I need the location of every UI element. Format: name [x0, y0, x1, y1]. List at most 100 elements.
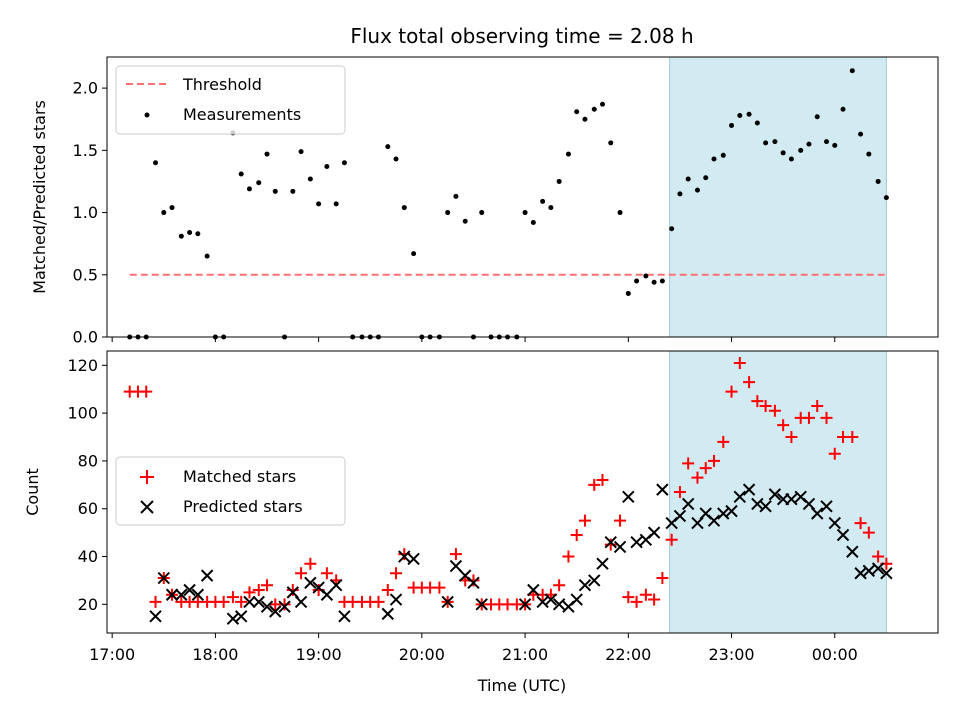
- measurement-point: [307, 176, 313, 182]
- measurement-point: [703, 175, 709, 181]
- predicted-star-marker: [544, 593, 558, 606]
- matched-star-marker: [372, 595, 385, 608]
- bottom-x-tick-label: 23:00: [708, 645, 754, 664]
- measurement-point: [256, 180, 262, 186]
- measurement-point: [522, 210, 528, 216]
- matched-star-marker: [261, 579, 274, 592]
- measurement-point: [445, 210, 451, 216]
- predicted-star-marker: [596, 557, 609, 570]
- measurement-point: [204, 253, 210, 259]
- measurement-point: [298, 149, 304, 155]
- predicted-star-marker: [820, 500, 833, 513]
- measurement-point: [341, 160, 347, 166]
- matched-star-marker: [295, 567, 308, 580]
- matched-star-marker: [862, 526, 875, 539]
- predicted-star-marker: [725, 504, 738, 518]
- matched-star-marker: [656, 572, 669, 585]
- measurement-point: [651, 279, 657, 285]
- predicted-star-marker: [518, 598, 532, 611]
- matched-star-marker: [235, 595, 248, 608]
- measurement-point: [824, 139, 830, 145]
- measurement-point: [333, 201, 339, 207]
- bottom-x-tick-label: 21:00: [502, 645, 548, 664]
- matched-star-marker: [570, 529, 583, 542]
- predicted-star-marker: [175, 588, 188, 601]
- matched-star-marker: [614, 514, 627, 527]
- predicted-star-marker: [854, 567, 867, 580]
- matched-star-marker: [707, 454, 720, 467]
- matched-star-marker: [699, 462, 712, 475]
- predicted-star-marker: [527, 583, 540, 597]
- matched-star-marker: [226, 591, 239, 604]
- matched-star-marker: [751, 395, 764, 408]
- measurement-point: [746, 111, 752, 117]
- bottom-legend-box: [115, 456, 346, 526]
- measurement-point: [763, 140, 769, 146]
- matched-star-marker: [286, 583, 299, 596]
- measurement-point: [634, 278, 640, 284]
- matched-star-marker: [648, 593, 661, 606]
- matched-star-marker: [673, 486, 686, 498]
- legend-measurements-swatch: [144, 112, 150, 118]
- measurement-point: [729, 122, 735, 128]
- measurement-point: [840, 106, 846, 112]
- bottom-y-tick-label: 80: [78, 451, 98, 470]
- predicted-star-marker: [673, 509, 687, 523]
- measurement-point: [608, 140, 614, 146]
- matched-star-marker: [381, 583, 394, 596]
- measurement-point: [685, 176, 691, 182]
- top-x-ticks: [111, 337, 836, 342]
- matched-star-marker: [622, 591, 635, 604]
- predicted-star-marker: [656, 483, 669, 496]
- top-legend: Threshold Measurements: [115, 65, 346, 135]
- bottom-y-axis-label: Count: [23, 468, 42, 516]
- measurement-point: [264, 151, 270, 157]
- measurement-point: [806, 141, 812, 147]
- legend-measurements-label: Measurements: [183, 105, 301, 124]
- matched-star-marker: [252, 583, 265, 596]
- predicted-star-marker: [733, 490, 747, 503]
- measurement-point: [479, 210, 485, 216]
- predicted-star-marker: [191, 588, 205, 601]
- predicted-star-marker: [613, 540, 627, 554]
- bottom-x-ticks: 17:00 18:00 19:00 20:00 21:00 22:00 23:00 00:00: [89, 633, 858, 664]
- predicted-star-marker: [604, 535, 617, 549]
- bottom-x-tick-label: 22:00: [605, 645, 651, 664]
- predicted-star-marker: [751, 497, 764, 511]
- predicted-star-marker: [320, 588, 334, 601]
- predicted-star-marker: [552, 598, 566, 611]
- measurement-point: [788, 156, 794, 162]
- predicted-star-marker: [269, 605, 282, 618]
- matched-star-marker: [828, 447, 841, 460]
- predicted-star-marker: [871, 562, 885, 575]
- predicted-star-marker: [630, 535, 643, 549]
- measurement-point: [772, 139, 778, 145]
- matched-star-marker: [278, 598, 291, 611]
- top-highlight-span: [669, 56, 887, 338]
- predicted-star-marker: [570, 593, 583, 606]
- predicted-star-marker: [880, 567, 893, 580]
- predicted-star-marker: [260, 600, 274, 613]
- predicted-star-marker: [681, 497, 695, 511]
- top-y-axis-label: Matched/Predicted stars: [30, 100, 49, 294]
- measurement-point: [617, 210, 623, 216]
- measurement-point: [582, 116, 588, 122]
- predicted-star-marker: [243, 595, 256, 609]
- predicted-star-marker: [707, 514, 721, 527]
- matched-star-marker: [733, 356, 746, 369]
- predicted-star-marker: [149, 610, 162, 623]
- predicted-star-marker: [449, 559, 463, 573]
- bottom-y-tick-label: 40: [78, 547, 98, 566]
- predicted-star-marker: [467, 576, 480, 590]
- measurement-point: [711, 156, 717, 162]
- measurement-point: [600, 101, 606, 107]
- measurement-point: [565, 151, 571, 157]
- matched-star-marker: [604, 538, 617, 551]
- measurement-point: [548, 205, 554, 211]
- bottom-x-tick-label: 19:00: [296, 645, 342, 664]
- measurement-point: [401, 205, 407, 211]
- bottom-x-tick-label: 17:00: [89, 645, 135, 664]
- matched-star-marker: [682, 457, 695, 470]
- bottom-y-tick-label: 20: [78, 595, 98, 614]
